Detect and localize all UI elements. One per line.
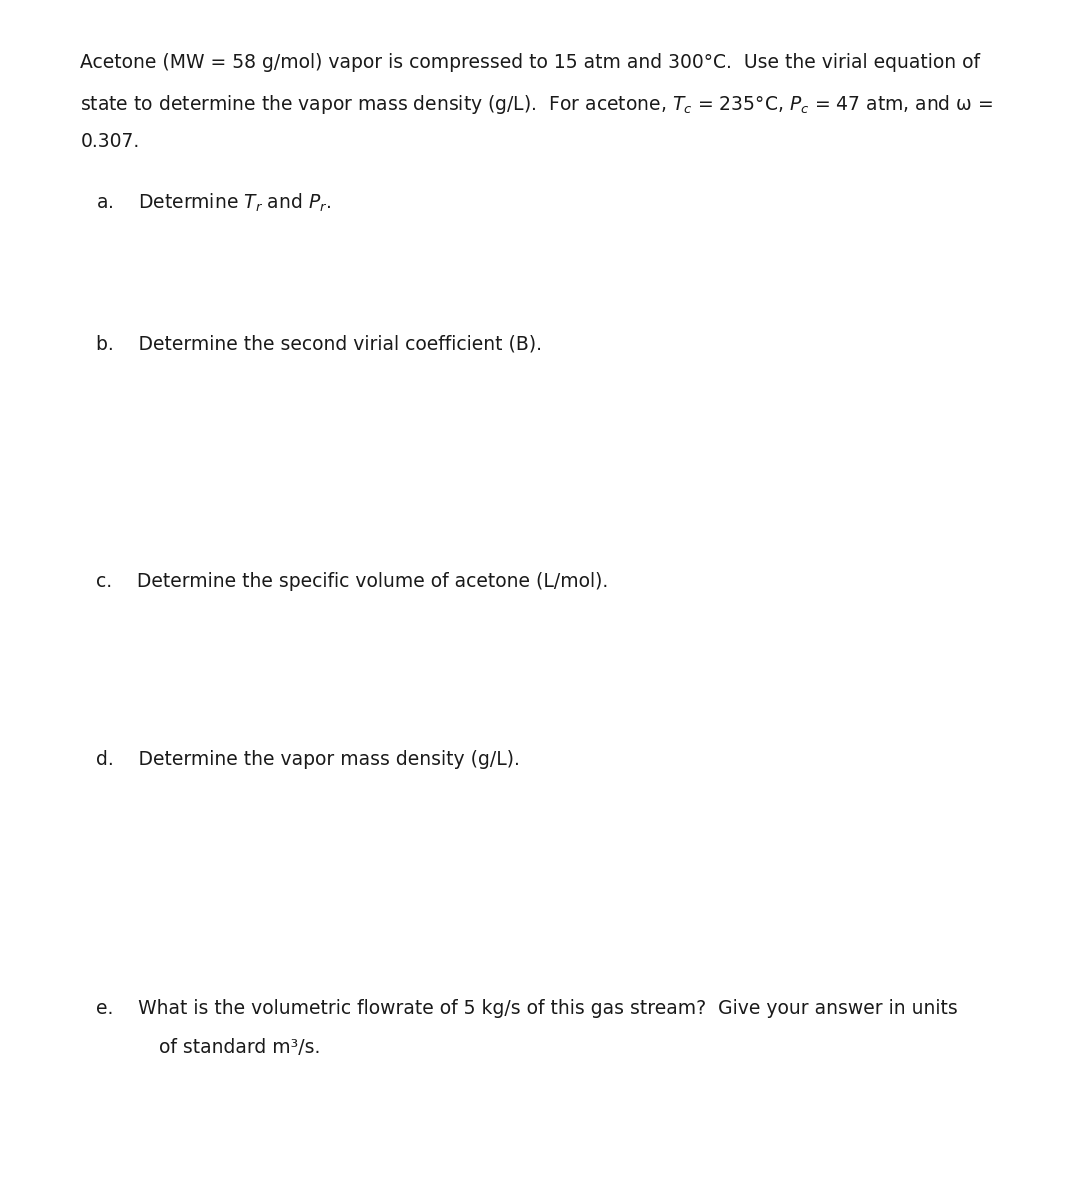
Text: a.  Determine $T_r$ and $P_r$.: a. Determine $T_r$ and $P_r$. (96, 192, 332, 215)
Text: d.  Determine the vapor mass density (g/L).: d. Determine the vapor mass density (g/L… (96, 750, 520, 769)
Text: b.  Determine the second virial coefficient (B).: b. Determine the second virial coefficie… (96, 334, 542, 353)
Text: state to determine the vapor mass density (g/L).  For acetone, $T_c$ = 235°C, $P: state to determine the vapor mass densit… (80, 93, 994, 115)
Text: c.  Determine the specific volume of acetone (L/mol).: c. Determine the specific volume of acet… (96, 572, 609, 591)
Text: of standard m³/s.: of standard m³/s. (159, 1038, 321, 1057)
Text: e.  What is the volumetric flowrate of 5 kg/s of this gas stream?  Give your ans: e. What is the volumetric flowrate of 5 … (96, 999, 958, 1018)
Text: Acetone (MW = 58 g/mol) vapor is compressed to 15 atm and 300°C.  Use the virial: Acetone (MW = 58 g/mol) vapor is compres… (80, 53, 981, 72)
Text: 0.307.: 0.307. (80, 132, 139, 151)
